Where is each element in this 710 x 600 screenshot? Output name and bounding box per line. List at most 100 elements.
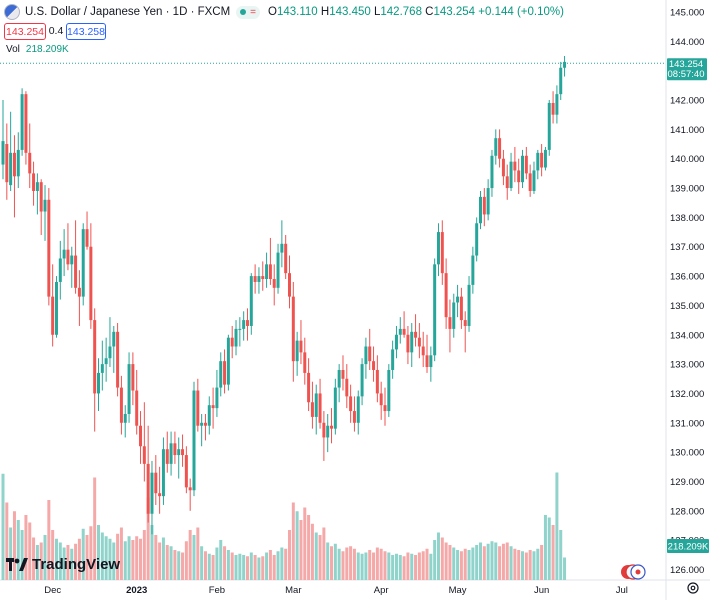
candle xyxy=(66,223,70,271)
volume-bar xyxy=(272,555,276,580)
candle-body xyxy=(494,138,498,156)
candle-body xyxy=(421,346,425,356)
candle-body xyxy=(475,223,479,256)
candle-body xyxy=(211,405,215,409)
volume-bar xyxy=(494,542,498,580)
candle xyxy=(272,264,276,306)
volume-bar xyxy=(131,540,135,580)
volume-tag-text: 218.209K xyxy=(668,542,709,553)
volume-bar xyxy=(394,553,398,580)
volume-bar xyxy=(1,473,5,580)
sell-button[interactable]: 143.254 xyxy=(4,23,46,40)
candle-body xyxy=(341,369,345,379)
candle xyxy=(360,358,364,406)
candle xyxy=(58,240,62,300)
candle-body xyxy=(429,355,433,368)
candle-body xyxy=(116,331,120,388)
market-status[interactable]: = xyxy=(236,5,261,19)
candle-body xyxy=(540,152,544,168)
candle xyxy=(238,317,242,347)
volume-bar xyxy=(563,557,567,580)
price-tick-label: 145.000 xyxy=(670,8,704,19)
candle xyxy=(28,123,32,189)
candle xyxy=(513,146,517,183)
candle-body xyxy=(284,243,288,274)
candle-body xyxy=(372,361,376,370)
volume-bar xyxy=(498,546,502,580)
candle xyxy=(150,460,154,535)
candle xyxy=(108,317,112,368)
candle-body xyxy=(509,161,513,189)
candle-body xyxy=(505,176,509,189)
settings-icon[interactable] xyxy=(686,581,700,595)
price-tick-label: 134.000 xyxy=(670,330,704,341)
candle-body xyxy=(234,328,238,347)
candle xyxy=(135,369,139,435)
volume-bar xyxy=(165,545,169,580)
buy-button[interactable]: 143.258 xyxy=(66,23,106,40)
candle xyxy=(498,129,502,168)
candle-body xyxy=(77,287,81,297)
candle-body xyxy=(192,390,196,491)
candle xyxy=(352,396,356,432)
candle-body xyxy=(352,411,356,423)
symbol-title[interactable]: U.S. Dollar / Japanese Yen · 1D · FXCM xyxy=(25,6,231,18)
candle-body xyxy=(184,455,188,488)
time-axis[interactable]: Dec 2023 Feb Mar Apr May Jun Jul xyxy=(44,585,628,596)
candle-body xyxy=(268,264,272,280)
candle xyxy=(551,91,555,124)
time-tick-label: Mar xyxy=(285,585,301,596)
candle xyxy=(479,190,482,230)
volume-bar xyxy=(119,527,123,580)
candle xyxy=(43,185,47,241)
open-value: 143.110 xyxy=(276,6,318,18)
price-axis[interactable]: 145.000144.000143.000142.000141.000140.0… xyxy=(670,8,704,577)
volume-bar xyxy=(223,546,227,580)
low-value: 142.768 xyxy=(380,6,422,18)
volume-bar xyxy=(482,546,486,580)
candle-body xyxy=(490,155,494,189)
candle xyxy=(295,331,299,376)
candle xyxy=(330,408,334,444)
currency-flags-icon[interactable] xyxy=(621,564,646,580)
volume-bar xyxy=(268,550,272,580)
candle-body xyxy=(242,320,246,329)
candle xyxy=(452,293,456,338)
candle-body xyxy=(379,393,383,406)
candle-body xyxy=(563,61,567,68)
candle-body xyxy=(245,320,249,326)
candle xyxy=(192,381,196,497)
candle xyxy=(559,61,563,101)
candle-body xyxy=(448,317,452,329)
candle-body xyxy=(24,94,28,153)
candle xyxy=(394,325,398,359)
candle-body xyxy=(337,369,341,388)
candle xyxy=(414,314,418,347)
volume-bar xyxy=(181,552,185,580)
candle xyxy=(482,188,486,227)
price-tick-label: 139.000 xyxy=(670,184,704,195)
candle-body xyxy=(307,372,311,403)
candle xyxy=(345,364,349,409)
market-open-dot xyxy=(240,9,247,15)
volume-bar xyxy=(337,548,341,580)
candle xyxy=(368,328,372,370)
candle-body xyxy=(299,340,303,353)
candle xyxy=(62,229,66,277)
candle xyxy=(375,355,379,403)
candle xyxy=(459,287,463,329)
volume-bar xyxy=(5,502,9,580)
candle xyxy=(245,308,249,341)
volume-bar xyxy=(43,535,47,580)
candle xyxy=(547,100,551,156)
volume-legend[interactable]: Vol 218.209K xyxy=(6,44,69,55)
candle-body xyxy=(414,331,418,338)
volume-bar xyxy=(245,556,249,580)
candle xyxy=(146,425,150,523)
candle-body xyxy=(555,94,559,115)
candle xyxy=(456,284,460,318)
volume-bar xyxy=(58,542,62,580)
tradingview-logo[interactable]: TradingView xyxy=(6,556,120,573)
last-price-tag xyxy=(667,58,707,81)
